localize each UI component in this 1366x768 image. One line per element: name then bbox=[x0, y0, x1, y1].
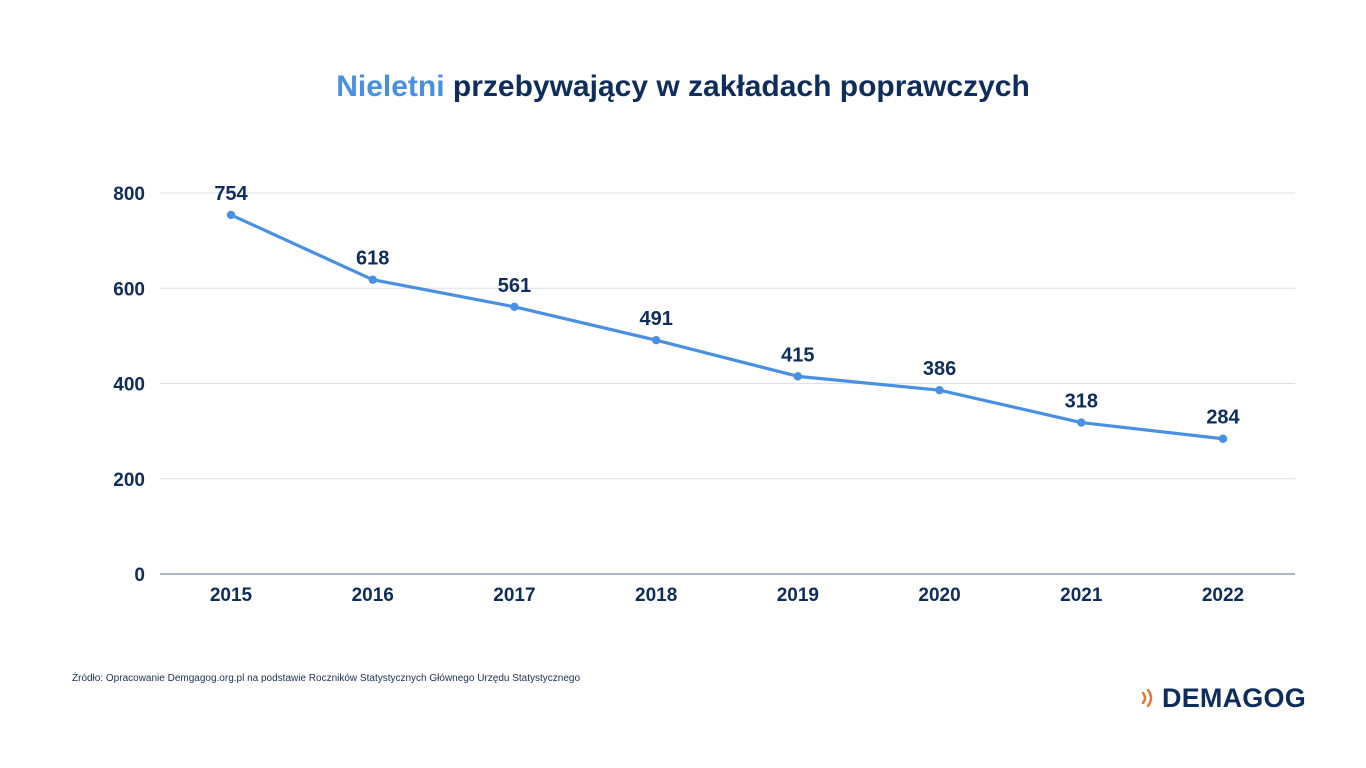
y-tick-label: 0 bbox=[134, 565, 145, 586]
title-highlight: Nieletni bbox=[336, 70, 445, 103]
data-label: 415 bbox=[781, 344, 814, 366]
x-tick-label: 2022 bbox=[1202, 585, 1244, 606]
data-label: 754 bbox=[214, 183, 248, 205]
data-point bbox=[1218, 434, 1228, 443]
data-point bbox=[651, 335, 661, 345]
title-rest: przebywający w zakładach poprawczych bbox=[444, 70, 1030, 103]
x-tick-label: 2019 bbox=[777, 585, 819, 606]
data-point bbox=[793, 372, 803, 381]
data-point bbox=[935, 385, 944, 395]
x-tick-label: 2018 bbox=[635, 585, 677, 606]
logo-text: DEMAGOG bbox=[1162, 683, 1306, 713]
x-tick-label: 2017 bbox=[493, 585, 535, 606]
source-note: Źródło: Opracowanie Demgagog.org.pl na p… bbox=[72, 673, 581, 684]
line-chart: 0 200 400 600 800 2015 2016 2017 2018 2019 2020 202… bbox=[113, 183, 1295, 606]
y-tick-label: 800 bbox=[113, 184, 145, 205]
data-label: 318 bbox=[1065, 391, 1098, 413]
data-label: 561 bbox=[498, 275, 531, 297]
data-point bbox=[368, 275, 377, 284]
x-tick-label: 2021 bbox=[1060, 585, 1103, 606]
data-label: 284 bbox=[1206, 407, 1240, 429]
x-tick-label: 2016 bbox=[352, 585, 394, 606]
demagog-logo: DEMAGOG bbox=[1140, 683, 1306, 713]
data-point bbox=[1077, 418, 1086, 427]
y-tick-label: 600 bbox=[113, 279, 145, 300]
chart-title: Nieletni przebywający w zakładach popraw… bbox=[0, 70, 1366, 104]
x-tick-label: 2020 bbox=[918, 585, 960, 606]
data-label: 491 bbox=[639, 308, 672, 330]
series-line bbox=[229, 213, 1225, 441]
x-tick-label: 2015 bbox=[210, 585, 253, 606]
data-label: 618 bbox=[356, 248, 389, 270]
signal-waves-icon bbox=[1141, 688, 1153, 708]
data-point bbox=[510, 302, 519, 312]
y-tick-label: 400 bbox=[113, 375, 145, 396]
data-point bbox=[226, 210, 236, 220]
y-tick-label: 200 bbox=[113, 470, 145, 491]
data-label: 386 bbox=[923, 358, 956, 380]
